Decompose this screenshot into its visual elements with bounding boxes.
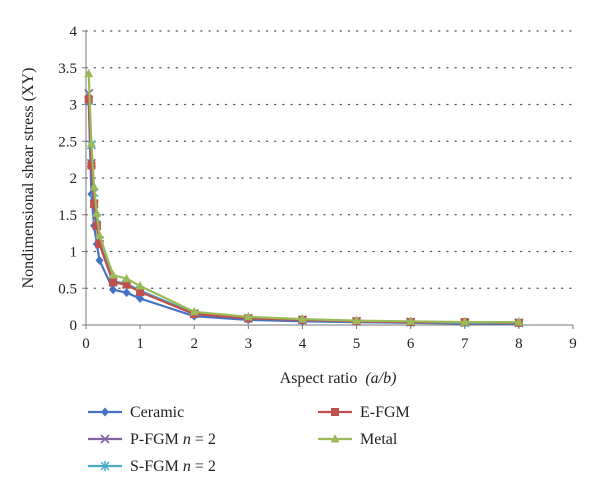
x-tick-label: 8 — [515, 336, 523, 352]
legend-item: Ceramic — [88, 404, 184, 421]
legend-item: P-FGM n = 2 — [88, 431, 216, 448]
data-point — [189, 306, 199, 316]
data-point — [84, 68, 94, 78]
data-point — [95, 230, 105, 239]
legend-label: S-FGM n = 2 — [130, 458, 216, 475]
y-tick-label: 3.5 — [58, 61, 77, 77]
x-axis-title-var: (a/b) — [365, 370, 396, 387]
data-point — [514, 317, 524, 326]
x-tick-label: 0 — [82, 336, 90, 352]
legend-label-part: Ceramic — [130, 404, 184, 421]
x-tick-label: 7 — [461, 336, 469, 352]
axes — [82, 30, 574, 329]
data-point — [95, 240, 104, 249]
data-point — [90, 199, 99, 208]
series-4 — [84, 68, 524, 326]
legend-marker — [331, 408, 339, 416]
gridlines — [85, 30, 574, 289]
y-tick-label: 4 — [70, 24, 78, 40]
legend-label-part: P-FGM — [130, 431, 183, 448]
legend-marker — [100, 434, 110, 444]
legend-item: S-FGM n = 2 — [88, 458, 216, 475]
x-tick-label: 4 — [299, 336, 307, 352]
legend-item: Metal — [318, 431, 398, 448]
legend-label-part: = 2 — [191, 431, 216, 448]
data-point — [136, 294, 145, 304]
series-2 — [84, 95, 524, 328]
x-axis-title: Aspect ratio (a/b) — [280, 370, 397, 387]
data-point — [92, 221, 101, 230]
x-tick-label: 9 — [569, 336, 577, 352]
x-tick-label: 2 — [190, 336, 198, 352]
data-point — [122, 280, 131, 289]
legend-marker-stroke — [100, 434, 110, 444]
y-axis-title: Nondimensional shear stress (XY) — [20, 68, 37, 289]
data-point — [136, 287, 145, 296]
data-point — [89, 181, 99, 191]
tick-labels: 0 0.5 1 1.5 2 2.5 3 3.5 4 0 1 2 3 4 5 6 7 8 9 — [58, 24, 577, 352]
y-tick-label: 1.5 — [58, 208, 77, 224]
x-tick-label: 3 — [245, 336, 253, 352]
y-tick-label: 0.5 — [58, 281, 77, 297]
x-tick-label: 1 — [136, 336, 144, 352]
data-point — [297, 314, 307, 323]
series-line — [87, 99, 519, 324]
series-line — [87, 100, 519, 325]
data-point — [87, 161, 96, 170]
data-point — [108, 270, 118, 279]
x-tick-label: 5 — [353, 336, 361, 352]
legend-label-part: S-FGM — [130, 458, 183, 475]
y-tick-label: 2.5 — [58, 134, 77, 150]
legend-label: Metal — [360, 431, 398, 448]
data-point — [95, 255, 104, 265]
y-tick-label: 2 — [70, 171, 78, 187]
series-line — [87, 100, 519, 324]
legend-marker — [330, 434, 340, 443]
data-point — [135, 281, 145, 290]
data-point — [92, 208, 102, 217]
legend-marker — [101, 407, 109, 417]
legend-label: Ceramic — [130, 404, 184, 421]
data-point — [86, 138, 96, 147]
y-tick-label: 0 — [70, 318, 78, 334]
legend-label: E-FGM — [360, 404, 410, 421]
x-tick-label: 6 — [407, 336, 415, 352]
legend-label-part: n — [183, 458, 191, 475]
legend-marker — [100, 461, 110, 471]
legend-label-part: Metal — [360, 431, 398, 448]
series-0 — [84, 96, 523, 329]
series-line — [87, 73, 519, 324]
data-point — [460, 317, 470, 326]
data-point — [352, 315, 362, 325]
data-point — [243, 311, 253, 321]
legend-label-part: n — [183, 431, 191, 448]
legend-label: P-FGM n = 2 — [130, 431, 216, 448]
series-group — [84, 68, 524, 329]
legend-item: E-FGM — [318, 404, 410, 421]
y-tick-label: 3 — [70, 98, 78, 114]
data-point — [122, 273, 132, 283]
legend-label-part: = 2 — [191, 458, 216, 475]
x-axis-title-text: Aspect ratio — [280, 370, 358, 387]
legend-label-part: E-FGM — [360, 404, 410, 421]
data-point — [406, 316, 416, 325]
data-point — [122, 288, 131, 298]
data-point — [109, 278, 118, 287]
y-tick-label: 1 — [70, 245, 78, 261]
data-point — [109, 285, 118, 295]
